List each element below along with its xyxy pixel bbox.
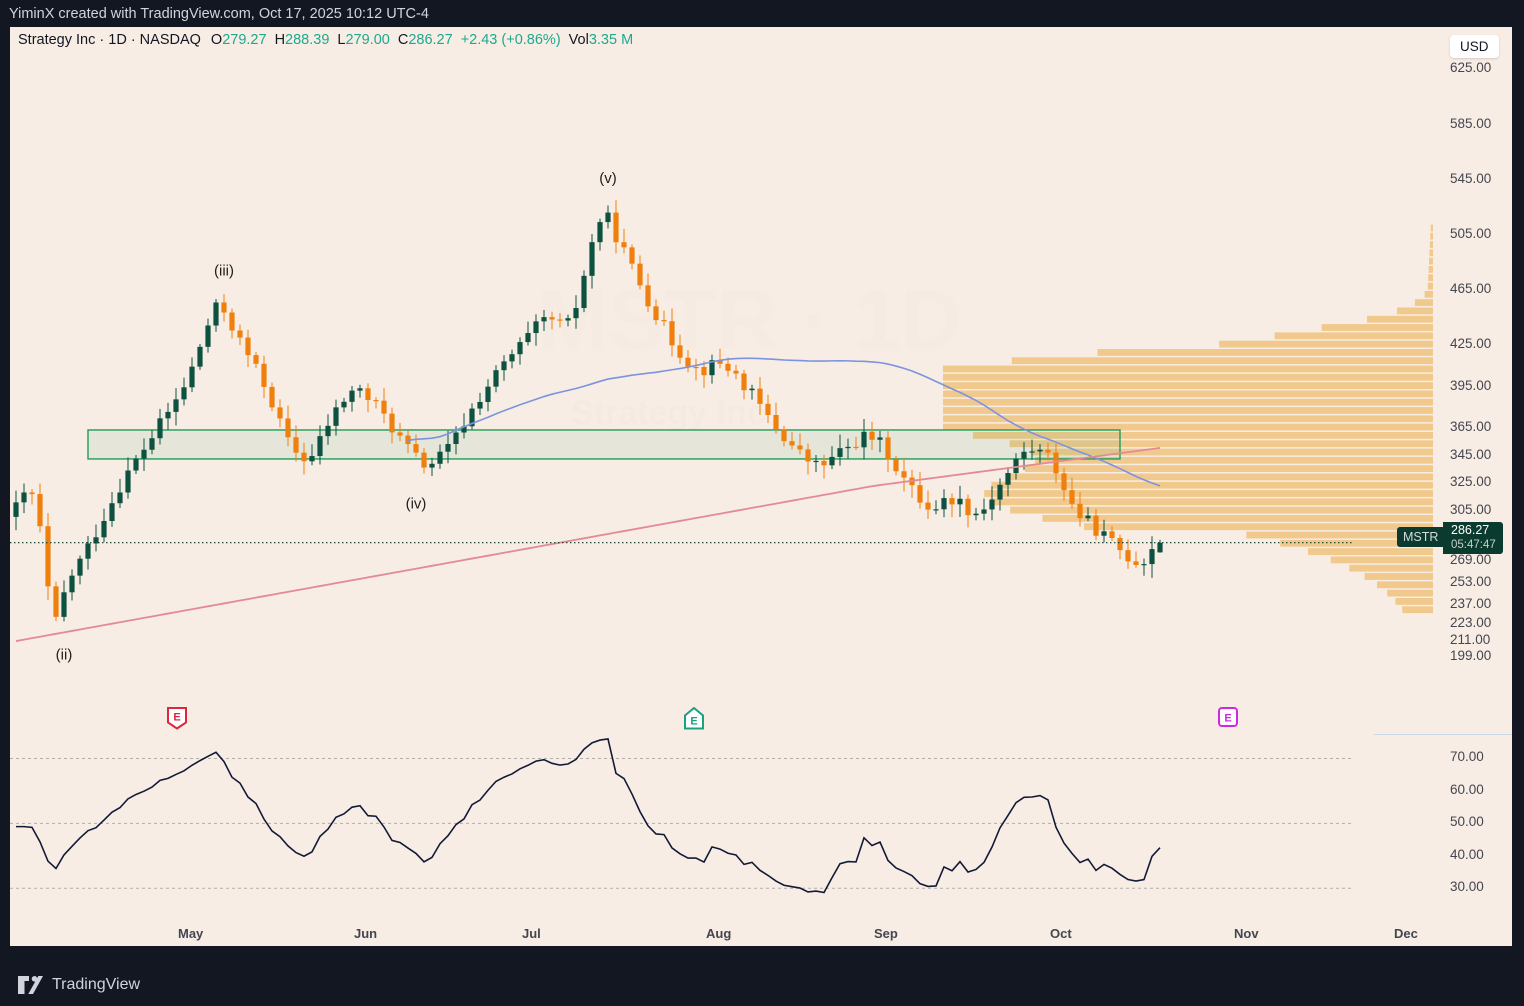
svg-text:MSTR · 1D: MSTR · 1D <box>537 273 962 368</box>
svg-text:Strategy Inc: Strategy Inc <box>571 394 766 432</box>
svg-text:(iv): (iv) <box>406 496 427 513</box>
svg-text:E: E <box>1224 713 1231 725</box>
svg-text:E: E <box>690 716 697 728</box>
svg-text:(ii): (ii) <box>56 647 73 664</box>
svg-text:E: E <box>173 712 180 724</box>
svg-text:(iii): (iii) <box>214 262 234 279</box>
svg-text:(v): (v) <box>599 170 617 187</box>
